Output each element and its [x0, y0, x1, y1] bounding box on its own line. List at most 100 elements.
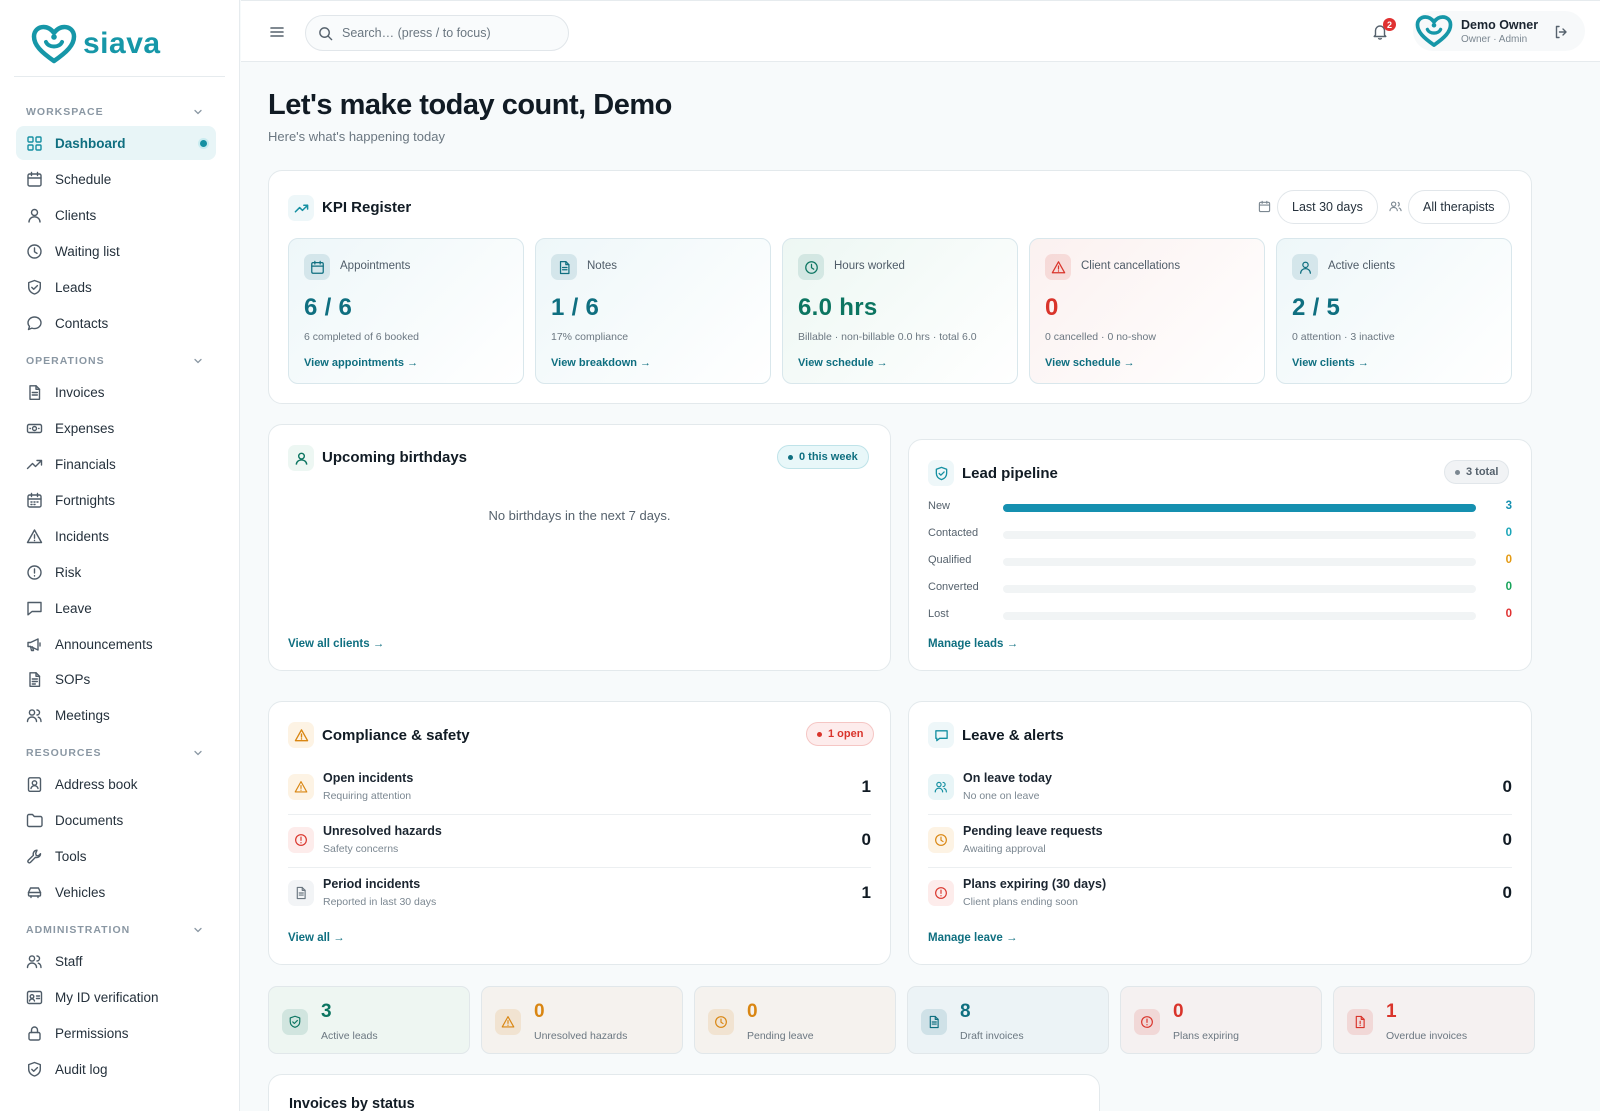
kpi-subtitle: 17% compliance	[551, 331, 629, 343]
kpi-subtitle: 0 attention · 3 inactive	[1292, 331, 1395, 343]
sidebar-item-risk[interactable]: Risk	[16, 555, 216, 589]
sidebar-item-schedule[interactable]: Schedule	[16, 162, 216, 196]
sidebar-item-label: Waiting list	[55, 243, 120, 259]
kpi-link[interactable]: View schedule →	[798, 357, 888, 369]
kpi-card[interactable]: Hours worked 6.0 hrs Billable · non-bill…	[782, 238, 1018, 384]
kpi-link[interactable]: View clients →	[1292, 357, 1369, 369]
date-range-filter[interactable]: Last 30 days	[1277, 190, 1378, 224]
avatar	[1415, 15, 1453, 47]
pipeline-stage-count: 0	[1505, 608, 1512, 620]
sidebar-item-label: Schedule	[55, 171, 112, 187]
kpi-card[interactable]: Appointments 6 / 6 6 completed of 6 book…	[288, 238, 524, 384]
kpi-link[interactable]: View appointments →	[304, 357, 419, 369]
sidebar-item-meetings[interactable]: Meetings	[16, 698, 216, 732]
sidebar-item-tools[interactable]: Tools	[16, 839, 216, 873]
sidebar-item-financials[interactable]: Financials	[16, 447, 216, 481]
user-role: Owner · Admin	[1461, 33, 1528, 45]
leave-row[interactable]: On leave today No one on leave 0	[928, 762, 1512, 815]
kpi-link[interactable]: View schedule →	[1045, 357, 1135, 369]
sidebar-item-invoices[interactable]: Invoices	[16, 375, 216, 409]
alert-circle-icon	[928, 880, 954, 906]
kpi-card[interactable]: Active clients 2 / 5 0 attention · 3 ina…	[1276, 238, 1512, 384]
birthdays-badge-label: 0 this week	[799, 451, 858, 463]
sidebar-item-contacts[interactable]: Contacts	[16, 306, 216, 340]
stat-card[interactable]: 0 Plans expiring	[1120, 986, 1322, 1054]
calendar-grid-icon	[26, 492, 43, 509]
sidebar-item-audit-log[interactable]: Audit log	[16, 1052, 216, 1086]
therapist-filter[interactable]: All therapists	[1408, 190, 1510, 224]
sidebar-item-vehicles[interactable]: Vehicles	[16, 875, 216, 909]
kpi-value: 2 / 5	[1292, 294, 1341, 321]
sidebar-section-1[interactable]: OPERATIONS	[26, 351, 203, 371]
menu-icon[interactable]	[269, 24, 285, 40]
sidebar-item-permissions[interactable]: Permissions	[16, 1016, 216, 1050]
stat-value: 8	[960, 1001, 971, 1022]
sidebar-item-label: Leave	[55, 600, 92, 616]
sidebar-item-dashboard[interactable]: Dashboard	[16, 126, 216, 160]
stat-card[interactable]: 8 Draft invoices	[907, 986, 1109, 1054]
stat-label: Pending leave	[747, 1030, 814, 1042]
stat-card[interactable]: 0 Unresolved hazards	[481, 986, 683, 1054]
kpi-link[interactable]: View breakdown →	[551, 357, 652, 369]
sidebar-item-label: Incidents	[55, 528, 110, 544]
top-bar: 2 Demo Owner Owner · Admin	[241, 0, 1600, 62]
sidebar-section-3[interactable]: ADMINISTRATION	[26, 920, 203, 940]
badge-dot	[1455, 469, 1460, 475]
view-all-clients-link[interactable]: View all clients →	[288, 638, 385, 650]
manage-leads-link[interactable]: Manage leads →	[928, 638, 1019, 650]
row-title: Plans expiring (30 days)	[963, 877, 1107, 891]
sidebar-item-label: Contacts	[55, 315, 109, 331]
logout-icon[interactable]	[1553, 24, 1569, 40]
kpi-value: 6.0 hrs	[798, 294, 878, 321]
sidebar-item-incidents[interactable]: Incidents	[16, 519, 216, 553]
sidebar-item-sops[interactable]: SOPs	[16, 662, 216, 696]
manage-leave-link[interactable]: Manage leave →	[928, 932, 1018, 944]
kpi-card[interactable]: Notes 1 / 6 17% compliance View breakdow…	[535, 238, 771, 384]
compliance-row[interactable]: Unresolved hazards Safety concerns 0	[288, 815, 871, 868]
stat-card[interactable]: 1 Overdue invoices	[1333, 986, 1535, 1054]
view-all-link[interactable]: View all →	[288, 932, 345, 944]
compliance-row[interactable]: Open incidents Requiring attention 1	[288, 762, 871, 815]
sidebar-item-address-book[interactable]: Address book	[16, 767, 216, 801]
sidebar-item-label: Permissions	[55, 1025, 129, 1041]
sidebar-item-leads[interactable]: Leads	[16, 270, 216, 304]
stat-card[interactable]: 3 Active leads	[268, 986, 470, 1054]
badge-dot	[788, 454, 793, 460]
sidebar-item-leave[interactable]: Leave	[16, 591, 216, 625]
compliance-row[interactable]: Period incidents Reported in last 30 day…	[288, 868, 871, 921]
sidebar-section-2[interactable]: RESOURCES	[26, 743, 203, 763]
kpi-card[interactable]: Client cancellations 0 0 cancelled · 0 n…	[1029, 238, 1265, 384]
compliance-badge-label: 1 open	[828, 728, 864, 740]
stat-value: 0	[747, 1001, 758, 1022]
sidebar-item-documents[interactable]: Documents	[16, 803, 216, 837]
brand-logo[interactable]: siava	[31, 24, 161, 64]
stat-value: 1	[1386, 1001, 1397, 1022]
pipeline-stage: Qualified 0	[928, 554, 1512, 568]
sidebar-item-fortnights[interactable]: Fortnights	[16, 483, 216, 517]
bell-icon[interactable]	[1371, 22, 1389, 40]
invoices-title: Invoices by status	[289, 1096, 415, 1111]
kpi-value: 6 / 6	[304, 294, 353, 321]
sidebar-item-label: Clients	[55, 207, 97, 223]
sidebar-item-expenses[interactable]: Expenses	[16, 411, 216, 445]
sidebar-item-clients[interactable]: Clients	[16, 198, 216, 232]
sidebar-item-my-id-verification[interactable]: My ID verification	[16, 980, 216, 1014]
leave-row[interactable]: Pending leave requests Awaiting approval…	[928, 815, 1512, 868]
pipeline-stage-label: Qualified	[928, 554, 972, 566]
stat-label: Unresolved hazards	[534, 1030, 628, 1042]
search-box[interactable]	[305, 15, 569, 51]
page-title: Let's make today count, Demo	[268, 89, 672, 121]
users-icon	[1389, 201, 1402, 212]
sidebar-item-announcements[interactable]: Announcements	[16, 627, 216, 661]
sidebar-item-waiting-list[interactable]: Waiting list	[16, 234, 216, 268]
file-text-icon	[288, 880, 314, 906]
search-input[interactable]	[342, 26, 542, 40]
leave-row[interactable]: Plans expiring (30 days) Client plans en…	[928, 868, 1512, 921]
badge-dot	[817, 731, 822, 737]
sidebar-section-0[interactable]: WORKSPACE	[26, 102, 203, 122]
shield-check-icon	[26, 1061, 43, 1078]
shield-check-icon	[26, 279, 43, 296]
pipeline-stage: Converted 0	[928, 581, 1512, 595]
stat-card[interactable]: 0 Pending leave	[694, 986, 896, 1054]
sidebar-item-staff[interactable]: Staff	[16, 944, 216, 978]
